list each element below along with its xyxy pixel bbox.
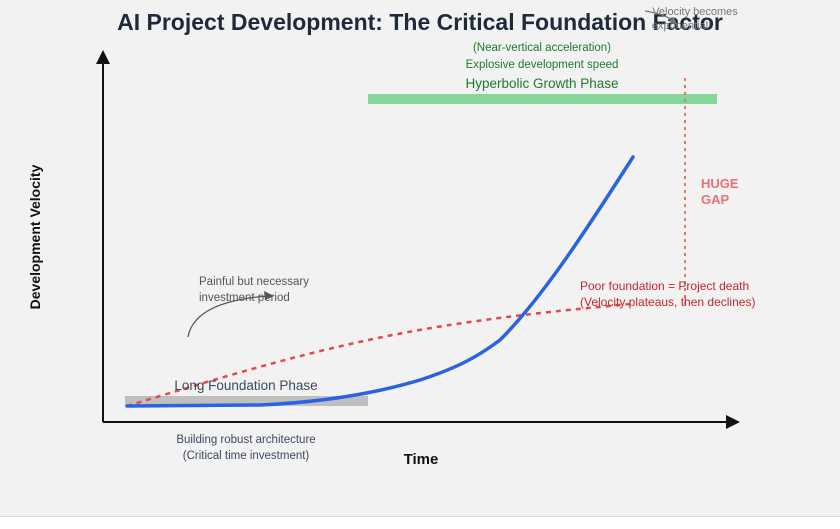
velocity-note-arrowhead: [669, 17, 677, 25]
strong-foundation-curve: [125, 155, 635, 408]
foundation-note-line2: (Critical time investment): [183, 450, 310, 462]
huge-gap-label-line1: HUGE: [701, 176, 739, 191]
hyperbolic-note-line2: (Near-vertical acceleration): [473, 42, 611, 54]
y-axis-label: Development Velocity: [27, 164, 43, 309]
painful-note-line2: investment period: [199, 292, 290, 304]
diagram-title: AI Project Development: The Critical Fou…: [117, 9, 723, 35]
hyperbolic-phase-bar: [368, 94, 717, 104]
y-axis-arrowhead: [96, 50, 110, 64]
x-axis-arrowhead: [726, 415, 740, 429]
painful-note-arrowhead: [264, 291, 274, 300]
poor-foundation-curve: [126, 302, 631, 408]
poor-foundation-note-line2: (Velocity plateaus, then declines): [580, 295, 755, 309]
foundation-phase-bar: [125, 396, 368, 406]
velocity-note-line1: Velocity becomes: [652, 6, 738, 18]
foundation-phase-label: Long Foundation Phase: [174, 378, 317, 393]
velocity-note-line2: exponential: [652, 20, 708, 32]
painful-note-line1: Painful but necessary: [199, 276, 309, 288]
hyperbolic-phase-label: Hyperbolic Growth Phase: [465, 76, 618, 91]
poor-foundation-note-line1: Poor foundation = Project death: [580, 279, 749, 293]
foundation-note-line1: Building robust architecture: [176, 434, 315, 446]
hyperbolic-note-line1: Explosive development speed: [466, 59, 619, 71]
painful-note-arrow: [187, 295, 269, 338]
huge-gap-label-line2: GAP: [701, 192, 730, 207]
x-axis-label: Time: [404, 451, 439, 468]
